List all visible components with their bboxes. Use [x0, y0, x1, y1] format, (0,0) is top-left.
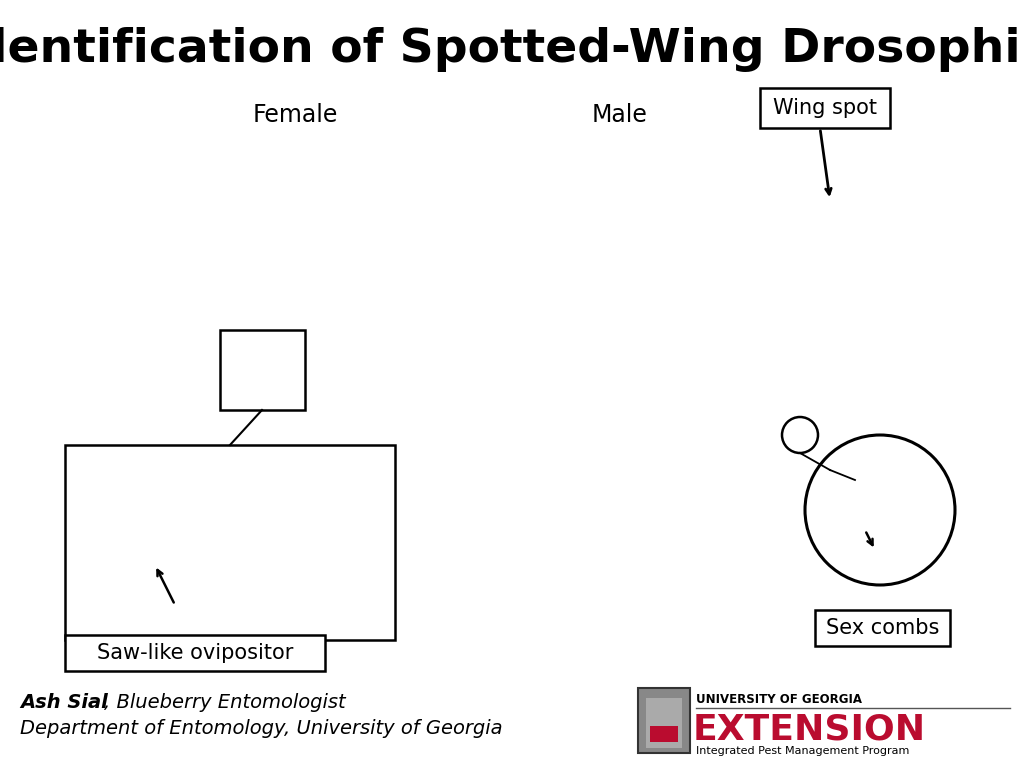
Bar — [65, 635, 325, 671]
Bar — [638, 688, 690, 753]
Text: UNIVERSITY OF GEORGIA: UNIVERSITY OF GEORGIA — [696, 693, 862, 706]
Bar — [65, 445, 395, 640]
Text: Ash Sial: Ash Sial — [20, 693, 108, 713]
Text: Wing spot: Wing spot — [773, 98, 877, 118]
Text: Department of Entomology, University of Georgia: Department of Entomology, University of … — [20, 719, 503, 738]
Bar — [650, 726, 678, 742]
Text: EXTENSION: EXTENSION — [693, 712, 926, 746]
Text: Male: Male — [592, 103, 648, 127]
Text: , Blueberry Entomologist: , Blueberry Entomologist — [104, 693, 346, 713]
Bar — [646, 698, 682, 748]
Text: Sex combs: Sex combs — [825, 618, 939, 638]
Bar — [760, 88, 890, 128]
Bar — [815, 610, 950, 646]
Text: Integrated Pest Management Program: Integrated Pest Management Program — [696, 746, 909, 756]
Text: Saw-like ovipositor: Saw-like ovipositor — [97, 643, 293, 663]
Bar — [220, 330, 305, 410]
Circle shape — [805, 435, 955, 585]
Text: Female: Female — [252, 103, 338, 127]
Text: Identification of Spotted-Wing Drosophila: Identification of Spotted-Wing Drosophil… — [0, 28, 1024, 73]
